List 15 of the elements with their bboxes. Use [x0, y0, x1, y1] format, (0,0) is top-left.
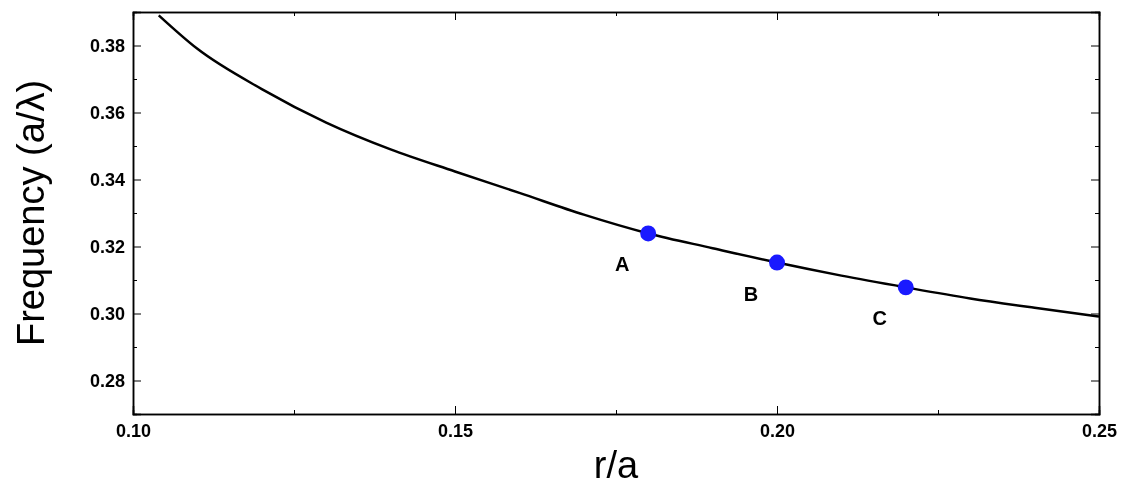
y-tick-label: 0.36: [89, 102, 125, 123]
x-axis-title: r/a: [593, 444, 640, 486]
y-tick-label: 0.30: [89, 303, 125, 324]
x-tick-label: 0.10: [115, 420, 152, 441]
annotation: B: [743, 282, 759, 305]
annotation: C: [872, 307, 888, 330]
y-tick-label: 0.38: [89, 35, 125, 56]
x-tick-label: 0.15: [437, 420, 474, 441]
y-tick-label: 0.34: [89, 169, 125, 190]
annotation: A: [614, 253, 630, 276]
y-tick-label: 0.28: [89, 370, 125, 391]
x-tick-label: 0.25: [1081, 420, 1118, 441]
y-axis-title: Frequency (a/λ): [10, 79, 52, 347]
x-tick-label: 0.20: [759, 420, 796, 441]
y-tick-label: 0.32: [89, 236, 125, 257]
